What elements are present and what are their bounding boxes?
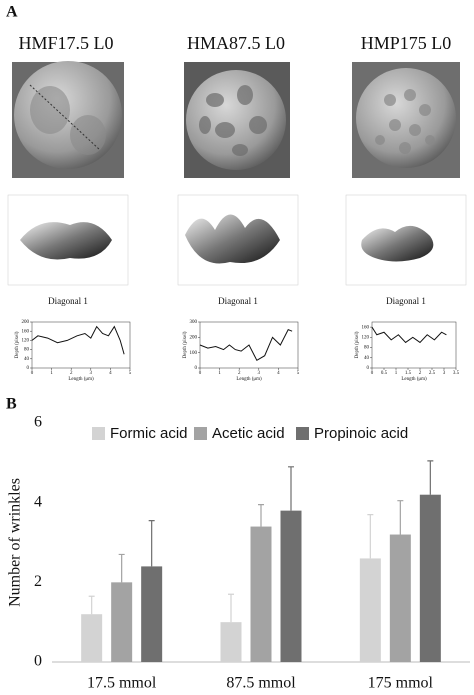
profile-line xyxy=(31,325,125,355)
error-bar xyxy=(148,519,155,567)
x-tick-label: 2 xyxy=(238,371,241,376)
y-tick-label: 0 xyxy=(27,366,30,371)
plot-frame xyxy=(31,321,131,369)
y-axis-label: Depth (pixel) xyxy=(183,331,188,358)
column-title: HMA87.5 L0 xyxy=(187,33,285,53)
bar xyxy=(220,622,242,662)
y-axis-label: Depth (pixel) xyxy=(15,331,20,358)
profile-line xyxy=(199,329,293,362)
y-tick-label: 4 xyxy=(34,493,42,510)
surface xyxy=(361,225,434,262)
x-tick-label: 0.5 xyxy=(381,371,388,376)
error-bar xyxy=(88,595,95,615)
y-tick-label: 80 xyxy=(24,348,30,353)
x-tick-label: 17.5 mmol xyxy=(87,675,157,692)
column-title: HMF17.5 L0 xyxy=(18,33,113,53)
y-axis-label: Depth (pixel) xyxy=(355,331,360,358)
error-bar xyxy=(427,460,434,495)
x-axis-label: Length (μm) xyxy=(236,377,262,382)
x-tick-label: 175 mmol xyxy=(368,675,434,692)
caption: Diagonal 1 xyxy=(386,296,426,306)
x-tick-label: 0 xyxy=(31,371,34,376)
y-tick-label: 2 xyxy=(34,573,42,590)
x-tick-label: 1 xyxy=(218,371,221,376)
legend-label: Propinoic acid xyxy=(314,425,408,442)
x-tick-label: 5 xyxy=(129,371,132,376)
error-bar xyxy=(118,553,125,583)
sem-image xyxy=(184,62,290,178)
plot-frame xyxy=(371,321,457,369)
x-tick-label: 2 xyxy=(419,371,422,376)
x-tick-label: 87.5 mmol xyxy=(226,675,296,692)
y-tick-label: 200 xyxy=(190,335,198,340)
y-tick-label: 160 xyxy=(362,325,370,330)
y-tick-label: 40 xyxy=(24,357,30,362)
legend-label: Acetic acid xyxy=(212,425,285,442)
profile-line xyxy=(371,326,447,344)
legend-swatch xyxy=(92,427,105,440)
bar xyxy=(81,614,103,662)
x-tick-label: 3.5 xyxy=(453,371,460,376)
y-tick-label: 300 xyxy=(190,320,198,325)
x-tick-label: 5 xyxy=(297,371,300,376)
surface-plot xyxy=(7,194,467,286)
error-bar xyxy=(288,466,294,511)
y-tick-label: 120 xyxy=(362,335,370,340)
y-tick-label: 0 xyxy=(367,366,370,371)
x-tick-label: 3 xyxy=(443,371,446,376)
panel-label: A xyxy=(6,4,18,21)
x-tick-label: 0 xyxy=(199,371,202,376)
x-tick-label: 1.5 xyxy=(405,371,412,376)
bar xyxy=(419,494,441,662)
legend-swatch xyxy=(194,427,207,440)
bar xyxy=(359,558,381,662)
x-tick-label: 1 xyxy=(395,371,398,376)
y-tick-label: 0 xyxy=(195,366,198,371)
column-title: HMP175 L0 xyxy=(361,33,452,53)
x-tick-label: 1 xyxy=(50,371,53,376)
x-tick-label: 3 xyxy=(258,371,261,376)
caption: Diagonal 1 xyxy=(218,296,258,306)
sem-image xyxy=(12,61,124,178)
surface xyxy=(185,214,280,264)
caption: Diagonal 1 xyxy=(48,296,88,306)
bar xyxy=(280,510,302,662)
y-tick-label: 80 xyxy=(364,346,370,351)
x-tick-label: 2.5 xyxy=(429,371,436,376)
x-tick-label: 2 xyxy=(70,371,73,376)
error-bar xyxy=(367,514,374,559)
bar xyxy=(111,582,133,662)
error-bar xyxy=(397,500,404,535)
y-axis-label: Number of wrinkles xyxy=(7,478,24,607)
surface xyxy=(20,222,112,260)
error-bar xyxy=(228,593,234,623)
x-tick-label: 3 xyxy=(90,371,93,376)
y-tick-label: 100 xyxy=(190,351,198,356)
x-tick-label: 4 xyxy=(109,371,112,376)
legend-swatch xyxy=(296,427,309,440)
bar xyxy=(389,534,411,662)
error-bar xyxy=(258,504,264,527)
x-tick-label: 4 xyxy=(277,371,280,376)
x-axis-label: Length (μm) xyxy=(68,377,94,382)
y-tick-label: 0 xyxy=(34,653,42,670)
bar xyxy=(250,526,272,662)
y-tick-label: 40 xyxy=(364,356,370,361)
y-tick-label: 6 xyxy=(34,414,42,431)
x-axis-label: Length (μm) xyxy=(401,377,427,382)
legend-label: Formic acid xyxy=(110,425,188,442)
sem-image xyxy=(352,62,460,178)
panel-label: B xyxy=(6,396,17,413)
y-tick-label: 160 xyxy=(22,329,30,334)
y-tick-label: 200 xyxy=(22,320,30,325)
bar xyxy=(141,566,163,662)
y-tick-label: 120 xyxy=(22,339,30,344)
x-tick-label: 0 xyxy=(371,371,374,376)
